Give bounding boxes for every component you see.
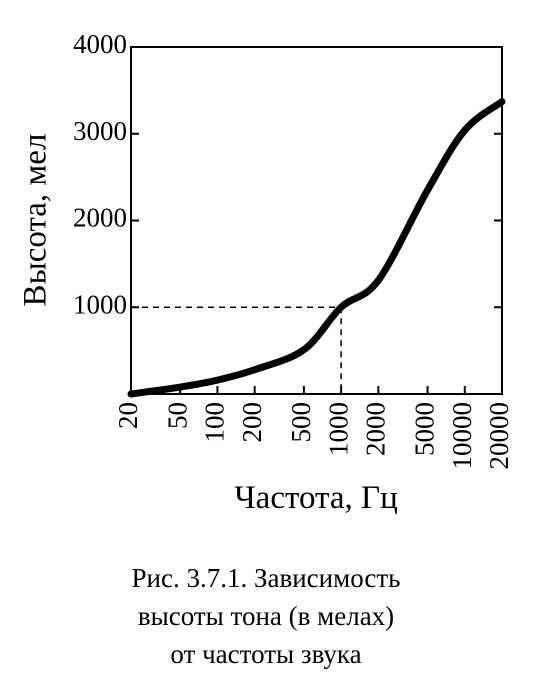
caption: высоты тона (в мелах) [138, 601, 394, 631]
data-line [127, 98, 506, 398]
y-tick-label: 2000 [73, 203, 127, 233]
caption: от частоты звука [170, 639, 361, 669]
y-tick-label: 4000 [73, 29, 127, 59]
x-tick-label: 500 [286, 402, 316, 443]
x-tick-label: 20 [113, 402, 143, 429]
x-tick-label: 20000 [484, 402, 514, 470]
caption: Рис. 3.7.1. Зависимость [132, 563, 401, 593]
x-tick-label: 1000 [323, 402, 353, 456]
x-axis-label: Частота, Гц [234, 480, 398, 516]
y-tick-label: 3000 [73, 116, 127, 146]
x-tick-label: 100 [200, 402, 230, 443]
y-tick-label: 1000 [73, 289, 127, 319]
x-tick-label: 200 [237, 402, 267, 443]
x-tick-label: 50 [162, 402, 192, 429]
y-axis-label: Высота, мел [18, 134, 54, 307]
x-tick-label: 5000 [410, 402, 440, 456]
x-tick-label: 10000 [447, 402, 477, 470]
x-tick-label: 2000 [361, 402, 391, 456]
